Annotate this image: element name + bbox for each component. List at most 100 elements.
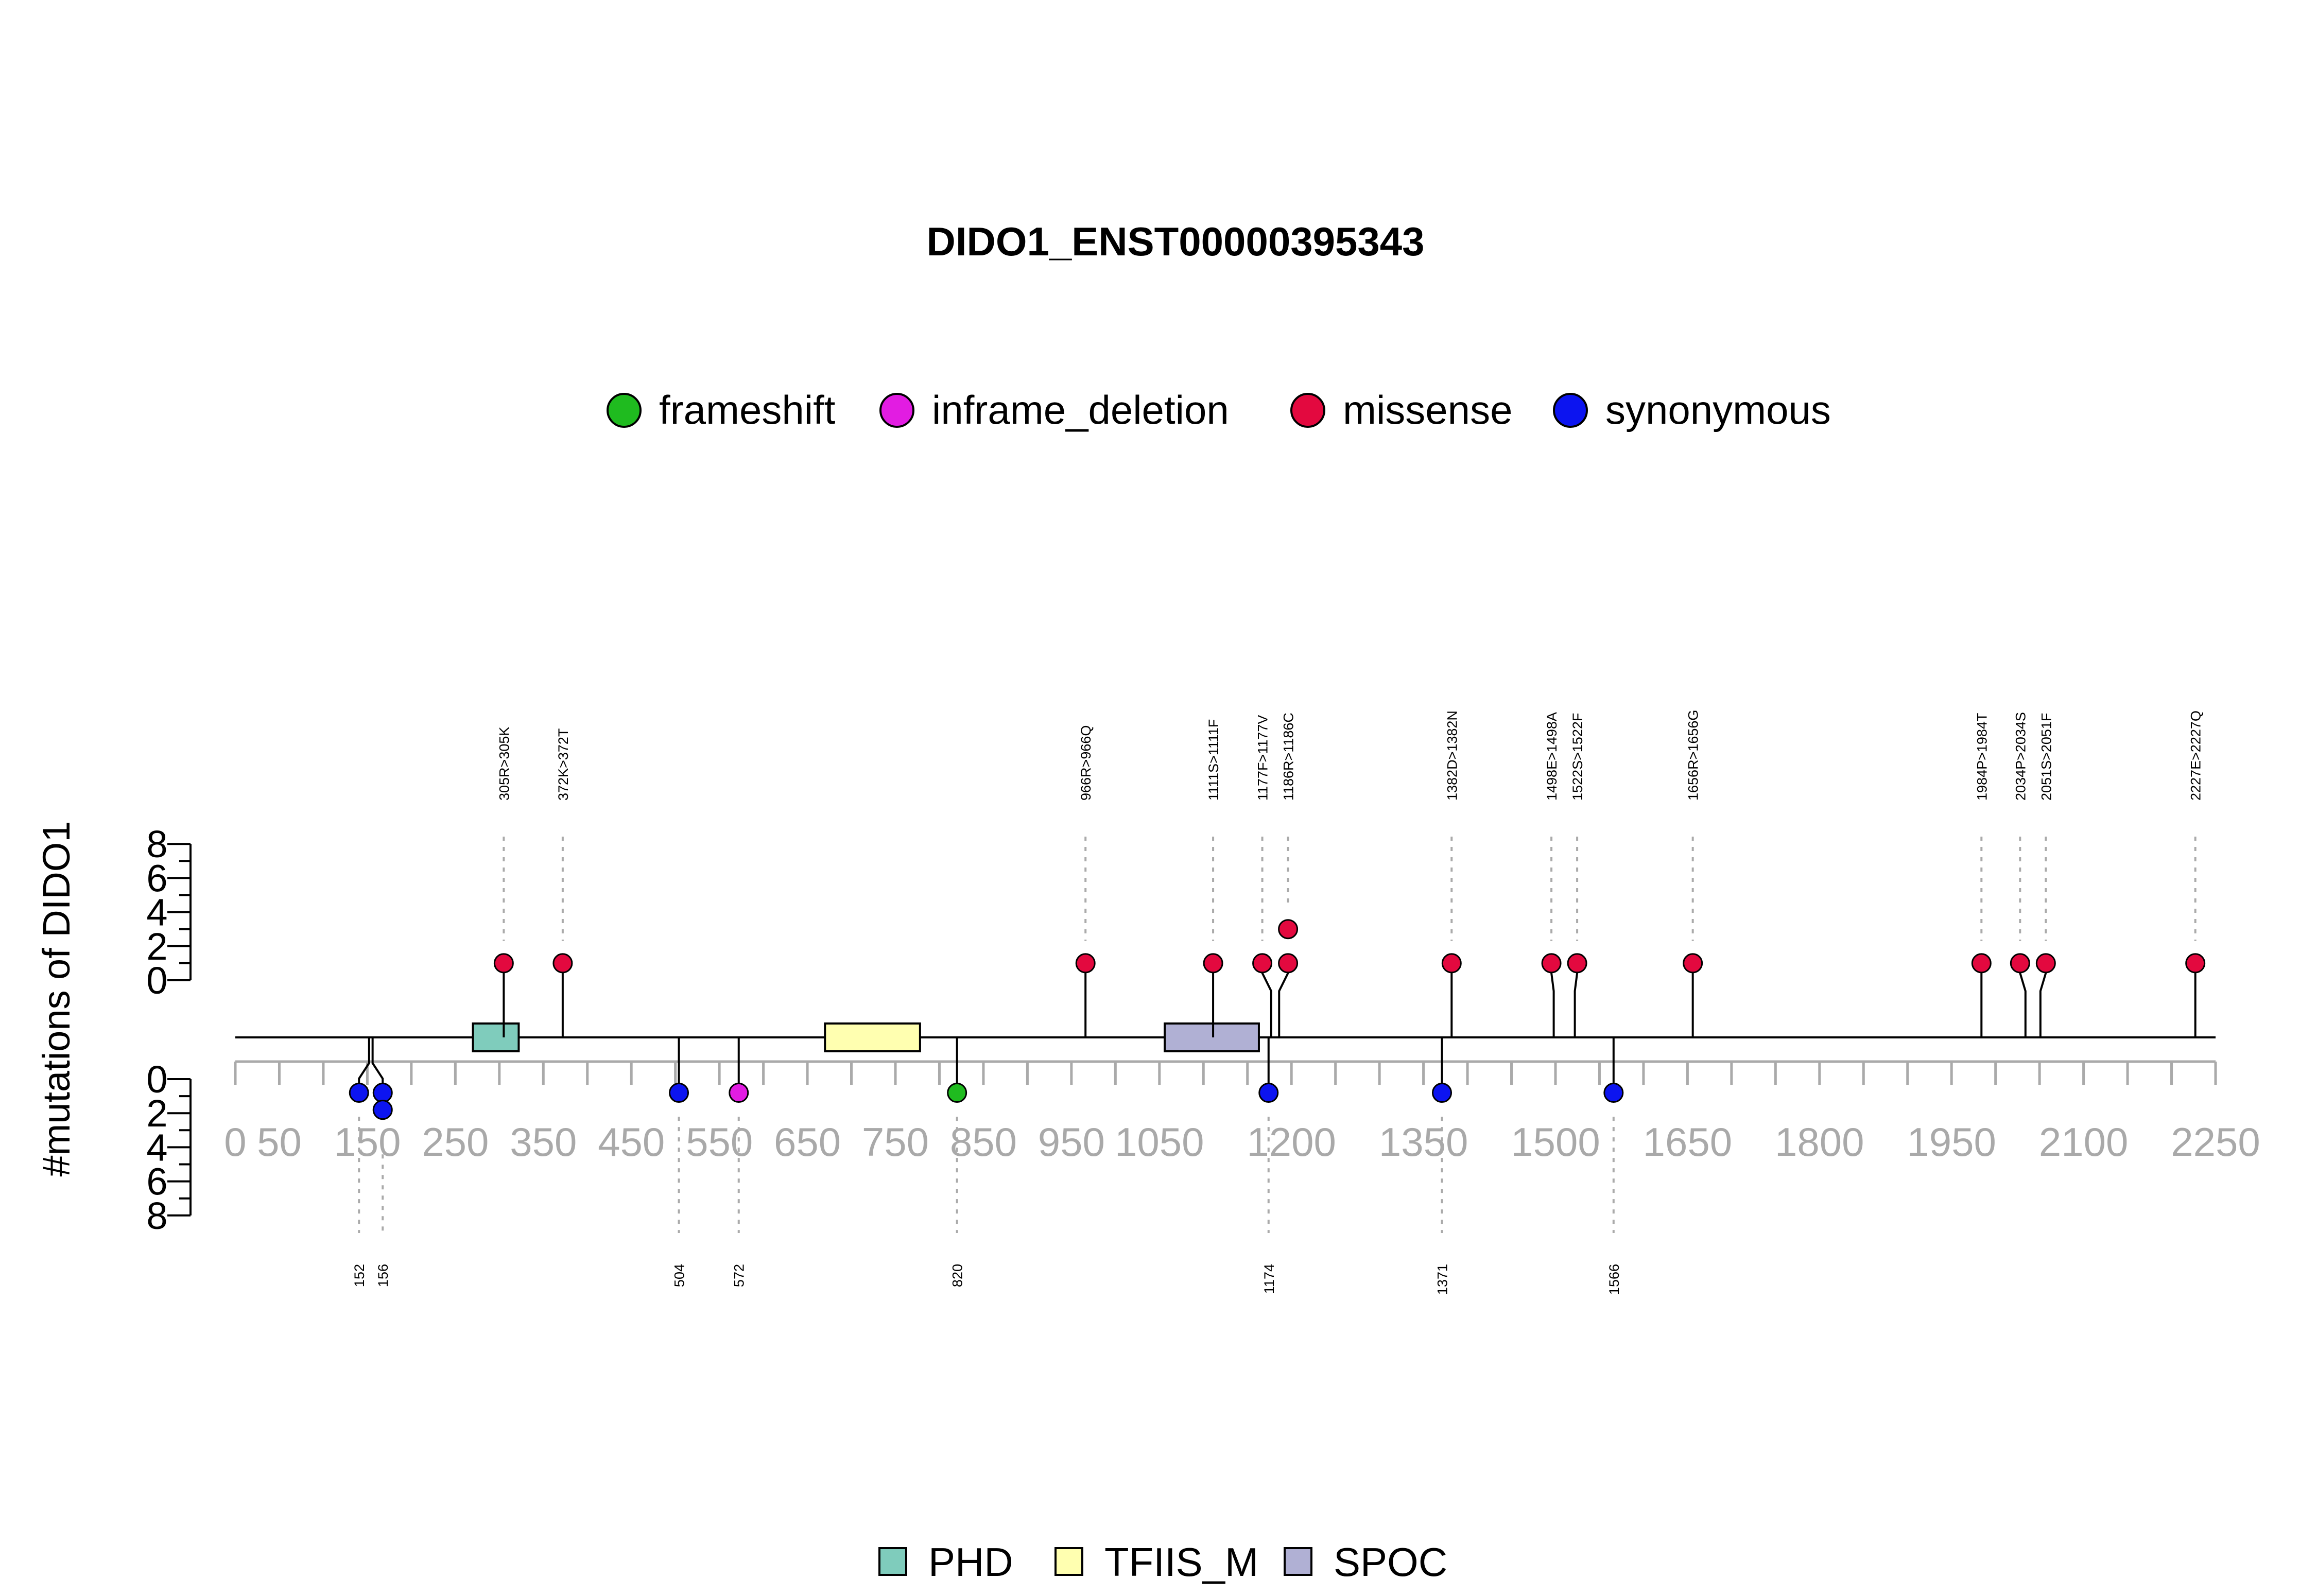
- x-tick-label: 250: [422, 1119, 489, 1165]
- mutation-label: 1186R>1186C: [1281, 713, 1296, 801]
- mutation-point: [2010, 953, 2030, 974]
- mutation-label: 2227E>2227Q: [2188, 710, 2204, 801]
- legend-label-inframe-deletion: inframe_deletion: [932, 387, 1229, 432]
- legend-label-missense: missense: [1343, 387, 1512, 432]
- mutation-label: 1498E>1498A: [1544, 712, 1560, 801]
- mutation-stem: [1574, 972, 1579, 1037]
- chart-title: DIDO1_ENST00000395343: [927, 219, 1425, 264]
- legend-swatch-spoc: [1284, 1547, 1312, 1576]
- mutation-point: [349, 1083, 369, 1103]
- x-tick-label: 0: [224, 1119, 246, 1165]
- mutation-label: 1522S>1522F: [1570, 713, 1585, 801]
- y-tick-label-top: 0: [146, 959, 167, 1002]
- y-tick-label-top: 4: [146, 891, 167, 934]
- y-tick-label-bottom: 6: [146, 1160, 167, 1203]
- x-tick-label: 2100: [2039, 1119, 2129, 1165]
- x-tick-label: 150: [334, 1119, 401, 1165]
- mutation-point: [1567, 953, 1587, 974]
- x-tick-label: 950: [1038, 1119, 1105, 1165]
- x-tick-label: 550: [686, 1119, 753, 1165]
- legend-label-phd: PHD: [928, 1539, 1013, 1585]
- mutation-label: 156: [375, 1264, 391, 1287]
- x-tick-label: 1800: [1775, 1119, 1864, 1165]
- mutation-label: 572: [732, 1264, 747, 1287]
- mutation-label: 504: [672, 1264, 687, 1287]
- y-tick-label-bottom: 2: [146, 1092, 167, 1135]
- legend-swatch-frameshift: [607, 393, 642, 428]
- mutation-label: 1566: [1606, 1264, 1622, 1295]
- x-tick-label: 1050: [1115, 1119, 1204, 1165]
- y-tick-label-bottom: 8: [146, 1194, 167, 1237]
- mutation-point: [729, 1083, 749, 1103]
- x-tick-label: 50: [257, 1119, 302, 1165]
- mutation-point: [1203, 953, 1223, 974]
- mutation-label: 820: [950, 1264, 965, 1287]
- domain-phd: [472, 1022, 520, 1052]
- mutation-point: [1278, 953, 1299, 974]
- mutation-label: 152: [352, 1264, 367, 1287]
- mutation-point: [1258, 1083, 1279, 1103]
- y-tick-label-top: 2: [146, 925, 167, 968]
- x-tick-label: 1950: [1907, 1119, 1996, 1165]
- mutation-stem: [2019, 972, 2027, 1037]
- mutation-point: [552, 953, 573, 974]
- x-tick-label: 850: [950, 1119, 1017, 1165]
- x-tick-label: 1650: [1643, 1119, 1733, 1165]
- y-tick-label-top: 8: [146, 823, 167, 865]
- y-tick-label-bottom: 4: [146, 1126, 167, 1169]
- mutation-point: [372, 1100, 393, 1120]
- mutation-point: [1075, 953, 1096, 974]
- mutation-stem: [1261, 972, 1272, 1037]
- mutation-point: [493, 953, 514, 974]
- legend-label-synonymous: synonymous: [1605, 387, 1831, 432]
- mutation-stem: [1550, 972, 1555, 1037]
- domain-tfiis-m: [824, 1022, 921, 1052]
- mutation-point: [1441, 953, 1462, 974]
- mutation-point: [1278, 919, 1299, 940]
- x-tick-label: 1500: [1511, 1119, 1600, 1165]
- domain-spoc: [1164, 1022, 1260, 1052]
- mutation-label: 1371: [1434, 1264, 1450, 1295]
- y-axis-title: #mutations of DIDO1: [35, 821, 78, 1177]
- domain-legend: PHD TFIIS_M SPOC: [878, 1539, 1447, 1585]
- mutation-point: [1431, 1083, 1452, 1103]
- mutation-point: [1603, 1083, 1624, 1103]
- mutation-label: 372K>372T: [556, 728, 571, 801]
- mutation-label: 2034P>2034S: [2013, 712, 2028, 801]
- mutation-point: [1971, 953, 1992, 974]
- x-tick-label: 750: [862, 1119, 929, 1165]
- mutation-label: 1177F>1177V: [1255, 715, 1271, 801]
- x-tick-label: 1200: [1247, 1119, 1336, 1165]
- mutation-label: 966R>966Q: [1078, 725, 1094, 801]
- legend-label-spoc: SPOC: [1334, 1539, 1447, 1585]
- mutation-label: 305R>305K: [496, 727, 512, 801]
- y-tick-label-top: 6: [146, 857, 167, 899]
- x-tick-label: 1350: [1379, 1119, 1468, 1165]
- legend-swatch-inframe-deletion: [879, 393, 914, 428]
- mutation-label: 1984P>1984T: [1974, 713, 1990, 801]
- mutation-label: 1111S>1111F: [1206, 719, 1221, 801]
- x-tick-label: 2250: [2171, 1119, 2260, 1165]
- x-tick-label: 650: [774, 1119, 841, 1165]
- mutation-label: 2051S>2051F: [2038, 713, 2054, 801]
- plot-area: 0 50 150 250 350 450 550 650 750 850 950 1050 1200 13…: [146, 710, 2260, 1295]
- mutation-point: [1541, 953, 1562, 974]
- legend-label-tfiis-m: TFIIS_M: [1104, 1539, 1258, 1585]
- legend-swatch-synonymous: [1553, 393, 1588, 428]
- legend-swatch-tfiis-m: [1054, 1547, 1083, 1576]
- legend-swatch-missense: [1290, 393, 1325, 428]
- mutation-stem: [2039, 972, 2047, 1037]
- x-tick-label: 350: [510, 1119, 577, 1165]
- y-tick-label-bottom: 0: [146, 1058, 167, 1101]
- mutation-stem: [1278, 972, 1289, 1037]
- mutation-point: [1252, 953, 1273, 974]
- legend-label-frameshift: frameshift: [659, 387, 836, 432]
- mutation-point: [669, 1083, 689, 1103]
- mutation-point: [2035, 953, 2056, 974]
- mutation-label: 1382D>1382N: [1444, 710, 1460, 801]
- mutation-point: [372, 1083, 393, 1103]
- mutation-label: 1174: [1261, 1264, 1277, 1294]
- mutation-type-legend: frameshift inframe_deletion missense synony…: [607, 387, 1831, 432]
- legend-swatch-phd: [878, 1547, 907, 1576]
